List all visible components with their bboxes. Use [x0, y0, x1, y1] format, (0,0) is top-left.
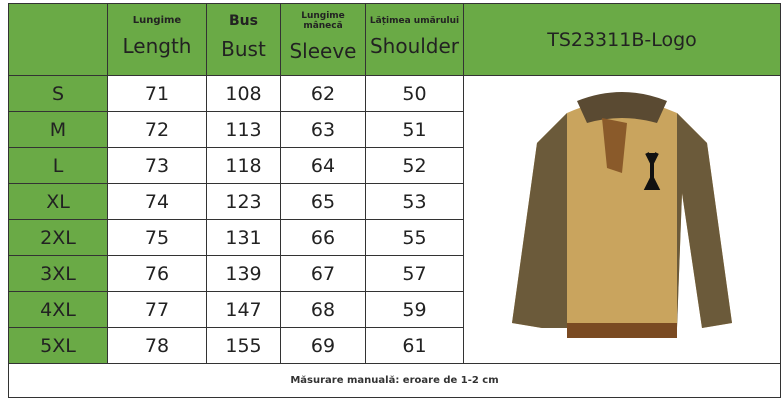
shoulder-cell: 50 — [365, 75, 464, 112]
shoulder-cell: 61 — [365, 327, 464, 364]
size-cell: M — [8, 111, 108, 148]
label-en: Shoulder — [369, 33, 460, 58]
size-row: S 71 108 62 50 — [8, 75, 781, 364]
length-cell: 77 — [107, 291, 207, 328]
bust-cell: 108 — [206, 75, 281, 112]
length-cell: 78 — [107, 327, 207, 364]
corner-cell — [8, 3, 108, 76]
size-row: M 72 113 63 51 — [8, 111, 781, 148]
sleeve-cell: 67 — [280, 255, 366, 292]
shoulder-cell: 57 — [365, 255, 464, 292]
length-cell: 72 — [107, 111, 207, 148]
size-row: 3XL 76 139 67 57 — [8, 255, 781, 292]
sleeve-cell: 64 — [280, 147, 366, 184]
bust-cell: 139 — [206, 255, 281, 292]
label-ro: Lungime — [132, 15, 182, 26]
size-cell: 2XL — [8, 219, 108, 256]
label-en: Length — [122, 34, 192, 58]
length-cell: 73 — [107, 147, 207, 184]
bust-cell: 131 — [206, 219, 281, 256]
size-cell: XL — [8, 183, 108, 220]
length-cell: 71 — [107, 75, 207, 112]
size-cell: 5XL — [8, 327, 108, 364]
length-cell: 76 — [107, 255, 207, 292]
bust-cell: 123 — [206, 183, 281, 220]
header-sleeve: Lungime mânecă Sleeve — [280, 3, 366, 76]
sleeve-cell: 63 — [280, 111, 366, 148]
sleeve-cell: 66 — [280, 219, 366, 256]
product-title: TS23311B-Logo — [463, 3, 781, 76]
product-image-cell — [463, 75, 781, 364]
shoulder-cell: 59 — [365, 291, 464, 328]
length-cell: 74 — [107, 183, 207, 220]
size-chart: Lungime Length Bus Bust Lungime mânecă Slee… — [8, 3, 781, 398]
shoulder-cell: 55 — [365, 219, 464, 256]
size-row: 4XL 77 147 68 59 — [8, 291, 781, 328]
length-cell: 75 — [107, 219, 207, 256]
size-cell: L — [8, 147, 108, 184]
sleeve-cell: 65 — [280, 183, 366, 220]
label-ro: Lungime mânecă — [301, 10, 345, 31]
label-ro: Bus — [229, 12, 258, 29]
table-body: S 71 108 62 50 M 72 113 63 51 L 73 118 64 52 XL 74 123 65… — [8, 75, 781, 364]
bust-cell: 118 — [206, 147, 281, 184]
sleeve-cell: 68 — [280, 291, 366, 328]
shoulder-cell: 53 — [365, 183, 464, 220]
header-bust: Bus Bust — [206, 3, 281, 76]
shoulder-cell: 52 — [365, 147, 464, 184]
bust-cell: 113 — [206, 111, 281, 148]
sleeve-cell: 62 — [280, 75, 366, 112]
header-length: Lungime Length — [107, 3, 207, 76]
footer-row: Măsurare manuală: eroare de 1-2 cm — [8, 363, 781, 398]
label-ro: Lățimea umărului — [369, 15, 460, 26]
size-cell: S — [8, 75, 108, 112]
header-shoulder: Lățimea umărului Shoulder — [365, 3, 464, 76]
header-row: Lungime Length Bus Bust Lungime mânecă Slee… — [8, 3, 781, 76]
size-cell: 3XL — [8, 255, 108, 292]
size-row: L 73 118 64 52 — [8, 147, 781, 184]
sleeve-cell: 69 — [280, 327, 366, 364]
bust-cell: 155 — [206, 327, 281, 364]
hoodie-product-image — [512, 91, 732, 338]
label-en: Bust — [221, 36, 266, 61]
bust-cell: 147 — [206, 291, 281, 328]
size-cell: 4XL — [8, 291, 108, 328]
label-en: Sleeve — [289, 38, 357, 63]
footer-note: Măsurare manuală: eroare de 1-2 cm — [8, 363, 781, 398]
shoulder-cell: 51 — [365, 111, 464, 148]
